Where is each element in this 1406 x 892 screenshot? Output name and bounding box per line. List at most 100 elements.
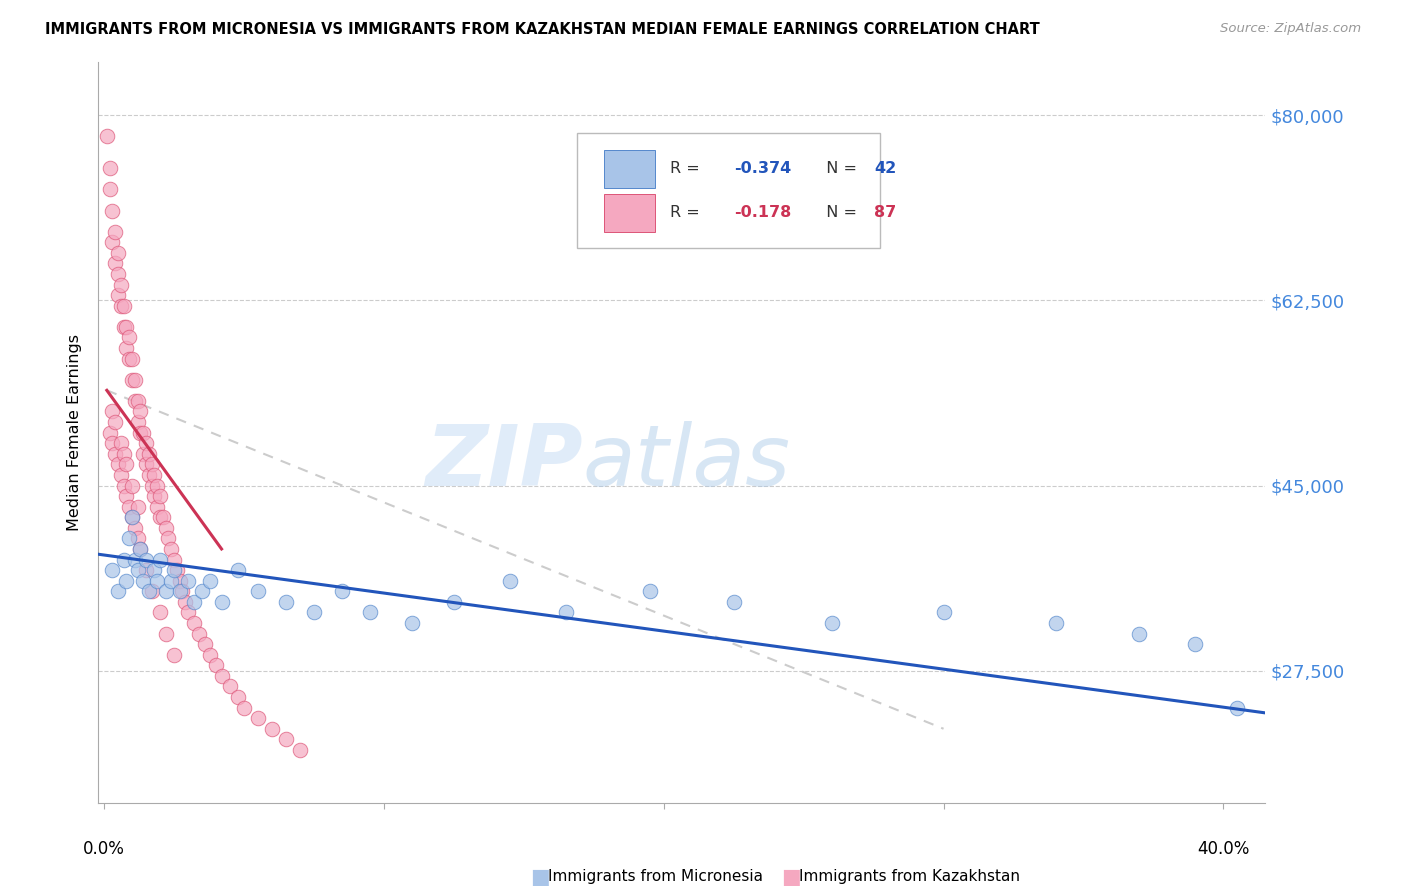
Point	[107, 245, 129, 260]
Point	[121, 478, 143, 492]
Point	[127, 532, 149, 546]
Point	[101, 563, 124, 577]
Point	[260, 722, 283, 736]
Point	[104, 225, 127, 239]
Point	[191, 584, 214, 599]
Point	[163, 552, 186, 566]
Point	[135, 458, 157, 472]
Point	[104, 415, 127, 429]
Point	[443, 595, 465, 609]
Point	[101, 235, 124, 250]
Point	[124, 373, 146, 387]
Text: Immigrants from Kazakhstan: Immigrants from Kazakhstan	[799, 870, 1019, 884]
Point	[177, 606, 200, 620]
Point	[163, 648, 186, 662]
Point	[115, 341, 138, 355]
Point	[219, 680, 242, 694]
Point	[228, 690, 250, 704]
Point	[101, 203, 124, 218]
Point	[143, 467, 166, 482]
Point	[152, 510, 174, 524]
Point	[104, 256, 127, 270]
Point	[135, 563, 157, 577]
Text: 40.0%: 40.0%	[1198, 840, 1250, 858]
Point	[112, 478, 135, 492]
Point	[121, 510, 143, 524]
FancyBboxPatch shape	[603, 150, 655, 188]
Point	[121, 373, 143, 387]
Point	[163, 563, 186, 577]
Text: 87: 87	[875, 204, 897, 219]
Point	[157, 532, 180, 546]
Point	[127, 393, 149, 408]
Text: 0.0%: 0.0%	[83, 840, 125, 858]
Point	[115, 319, 138, 334]
Point	[205, 658, 228, 673]
Point	[146, 574, 169, 588]
Point	[112, 299, 135, 313]
Point	[177, 574, 200, 588]
Point	[101, 404, 124, 418]
Point	[149, 552, 172, 566]
Point	[288, 743, 311, 757]
Text: N =: N =	[815, 161, 862, 176]
Point	[115, 458, 138, 472]
Point	[110, 299, 132, 313]
Point	[1226, 700, 1249, 714]
Point	[135, 436, 157, 450]
Point	[138, 447, 160, 461]
Point	[149, 510, 172, 524]
Point	[107, 267, 129, 281]
Text: Immigrants from Micronesia: Immigrants from Micronesia	[548, 870, 762, 884]
Point	[211, 669, 233, 683]
Point	[146, 500, 169, 514]
Point	[104, 447, 127, 461]
Point	[135, 552, 157, 566]
Point	[499, 574, 522, 588]
Point	[101, 436, 124, 450]
Point	[820, 615, 842, 630]
Point	[166, 563, 188, 577]
Text: -0.178: -0.178	[734, 204, 792, 219]
Point	[98, 182, 121, 196]
Point	[118, 351, 141, 366]
Text: N =: N =	[815, 204, 862, 219]
Point	[127, 563, 149, 577]
Point	[118, 500, 141, 514]
Point	[98, 161, 121, 176]
Point	[638, 584, 661, 599]
Point	[110, 277, 132, 292]
Point	[127, 500, 149, 514]
Point	[274, 732, 297, 747]
Point	[302, 606, 325, 620]
Point	[228, 563, 250, 577]
Point	[194, 637, 217, 651]
Point	[200, 574, 222, 588]
Point	[132, 574, 155, 588]
Point	[169, 574, 191, 588]
Point	[124, 393, 146, 408]
Point	[107, 458, 129, 472]
Point	[121, 510, 143, 524]
Point	[155, 521, 177, 535]
Point	[129, 425, 152, 440]
Point	[138, 467, 160, 482]
Point	[155, 626, 177, 640]
Point	[274, 595, 297, 609]
Point	[183, 615, 205, 630]
Point	[132, 447, 155, 461]
Point	[96, 129, 118, 144]
Point	[127, 415, 149, 429]
Point	[359, 606, 381, 620]
Text: -0.374: -0.374	[734, 161, 792, 176]
Point	[169, 584, 191, 599]
Point	[200, 648, 222, 662]
Point	[143, 489, 166, 503]
Point	[121, 351, 143, 366]
Point	[246, 584, 269, 599]
Point	[1184, 637, 1206, 651]
Point	[174, 595, 197, 609]
Text: Source: ZipAtlas.com: Source: ZipAtlas.com	[1220, 22, 1361, 36]
Point	[138, 584, 160, 599]
Point	[110, 467, 132, 482]
